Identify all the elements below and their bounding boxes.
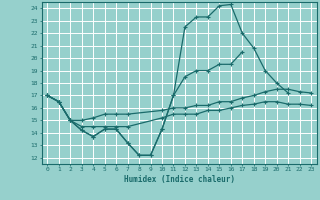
- X-axis label: Humidex (Indice chaleur): Humidex (Indice chaleur): [124, 175, 235, 184]
